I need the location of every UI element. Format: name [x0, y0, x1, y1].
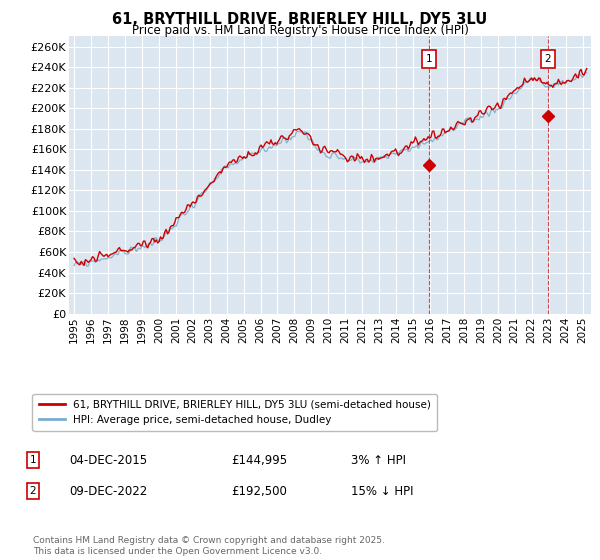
Text: 1: 1	[425, 54, 432, 64]
Text: 2: 2	[544, 54, 551, 64]
Text: £192,500: £192,500	[231, 484, 287, 498]
Text: 15% ↓ HPI: 15% ↓ HPI	[351, 484, 413, 498]
Text: Price paid vs. HM Land Registry's House Price Index (HPI): Price paid vs. HM Land Registry's House …	[131, 24, 469, 37]
Text: Contains HM Land Registry data © Crown copyright and database right 2025.
This d: Contains HM Land Registry data © Crown c…	[33, 536, 385, 556]
Text: 3% ↑ HPI: 3% ↑ HPI	[351, 454, 406, 467]
Text: 61, BRYTHILL DRIVE, BRIERLEY HILL, DY5 3LU: 61, BRYTHILL DRIVE, BRIERLEY HILL, DY5 3…	[112, 12, 488, 27]
Text: 04-DEC-2015: 04-DEC-2015	[69, 454, 147, 467]
Text: £144,995: £144,995	[231, 454, 287, 467]
Legend: 61, BRYTHILL DRIVE, BRIERLEY HILL, DY5 3LU (semi-detached house), HPI: Average p: 61, BRYTHILL DRIVE, BRIERLEY HILL, DY5 3…	[32, 394, 437, 431]
Text: 1: 1	[29, 455, 37, 465]
Text: 2: 2	[29, 486, 37, 496]
Text: 09-DEC-2022: 09-DEC-2022	[69, 484, 147, 498]
